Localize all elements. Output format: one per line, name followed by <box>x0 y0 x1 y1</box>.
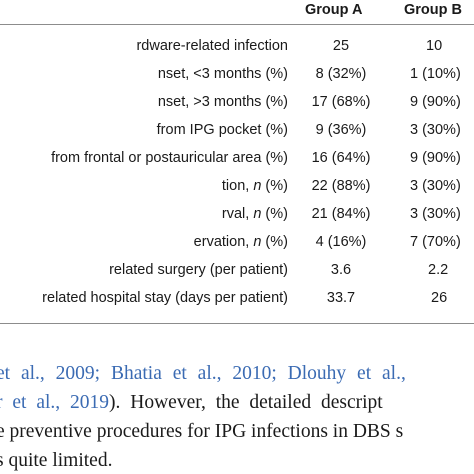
label-text: (%) <box>261 206 288 222</box>
row-label: from frontal or postauricular area (%) <box>51 150 288 166</box>
table-row: from IPG pocket (%) 9 (36%) 3 (30%) <box>0 118 474 143</box>
label-text: ervation, <box>193 234 254 250</box>
table-row: rdware-related infection 25 10 <box>0 34 474 59</box>
label-n: n <box>253 234 262 250</box>
table-row: rval, n (%) 21 (84%) 3 (30%) <box>0 202 474 227</box>
row-label: rval, n (%) <box>222 202 288 227</box>
table-row: related surgery (per patient) 3.6 2.2 <box>0 258 474 283</box>
label-text: (%) <box>261 178 288 194</box>
table-row: from frontal or postauricular area (%) 1… <box>0 146 474 171</box>
group-b-value: 3 (30%) <box>410 178 461 194</box>
group-a-value: 22 (88%) <box>311 178 371 194</box>
group-a-value: 17 (68%) <box>311 94 371 110</box>
text-line: s quite limited. <box>0 447 112 474</box>
group-a-value: 9 (36%) <box>315 122 367 138</box>
label-text: (%) <box>261 234 288 250</box>
citation-link[interactable]: Bhatia et al., 2010; <box>110 363 277 384</box>
citation-link[interactable]: r et al., 2019 <box>0 392 110 413</box>
group-b-value: 7 (70%) <box>410 234 461 250</box>
group-b-value: 2.2 <box>428 262 449 278</box>
text-line: r et al., 2019). However, the detailed d… <box>0 389 383 418</box>
group-a-value: 21 (84%) <box>311 206 371 222</box>
label-n: n <box>253 206 262 222</box>
group-a-value: 8 (32%) <box>315 66 367 82</box>
group-b-value: 9 (90%) <box>410 150 461 166</box>
row-label: related hospital stay (days per patient) <box>42 290 288 306</box>
data-table: Group A Group B rdware-related infection… <box>0 2 474 324</box>
row-label: nset, >3 months (%) <box>157 94 288 110</box>
row-label: tion, n (%) <box>222 174 288 199</box>
row-label: from IPG pocket (%) <box>156 122 288 138</box>
table-row: nset, <3 months (%) 8 (32%) 1 (10%) <box>0 62 474 87</box>
label-text: tion, <box>221 178 254 194</box>
group-b-value: 3 (30%) <box>410 122 461 138</box>
citation-link[interactable]: Dlouhy et al., <box>287 363 406 384</box>
group-a-value: 33.7 <box>326 290 356 306</box>
table-row: tion, n (%) 22 (88%) 3 (30%) <box>0 174 474 199</box>
row-label: related surgery (per patient) <box>109 262 288 278</box>
header-group-a: Group A <box>305 2 363 18</box>
row-label: nset, <3 months (%) <box>157 66 288 82</box>
label-n: n <box>253 178 262 194</box>
row-label: rdware-related infection <box>136 38 288 54</box>
group-b-value: 9 (90%) <box>410 94 461 110</box>
paragraph-text: ). However, the detailed descript <box>109 392 383 413</box>
header-group-b: Group B <box>404 2 462 18</box>
group-a-value: 4 (16%) <box>315 234 367 250</box>
paragraph-text: s quite limited. <box>0 450 113 471</box>
group-b-value: 3 (30%) <box>410 206 461 222</box>
citation-link[interactable]: et al., 2009; <box>0 363 101 384</box>
group-a-value: 16 (64%) <box>311 150 371 166</box>
table-row: nset, >3 months (%) 17 (68%) 9 (90%) <box>0 90 474 115</box>
table-row: related hospital stay (days per patient)… <box>0 286 474 311</box>
row-label: ervation, n (%) <box>194 230 288 255</box>
group-b-value: 26 <box>431 290 448 306</box>
text-line: et al., 2009; Bhatia et al., 2010; Dlouh… <box>0 360 406 389</box>
paragraph-text: e preventive procedures for IPG infectio… <box>0 421 404 442</box>
group-b-value: 1 (10%) <box>410 66 461 82</box>
table-top-rule <box>0 24 474 25</box>
text-line: e preventive procedures for IPG infectio… <box>0 418 403 447</box>
label-text: rval, <box>221 206 254 222</box>
group-a-value: 25 <box>332 38 350 54</box>
group-a-value: 3.6 <box>330 262 352 278</box>
table-bottom-rule <box>0 323 474 324</box>
group-b-value: 10 <box>426 38 443 54</box>
table-row: ervation, n (%) 4 (16%) 7 (70%) <box>0 230 474 255</box>
